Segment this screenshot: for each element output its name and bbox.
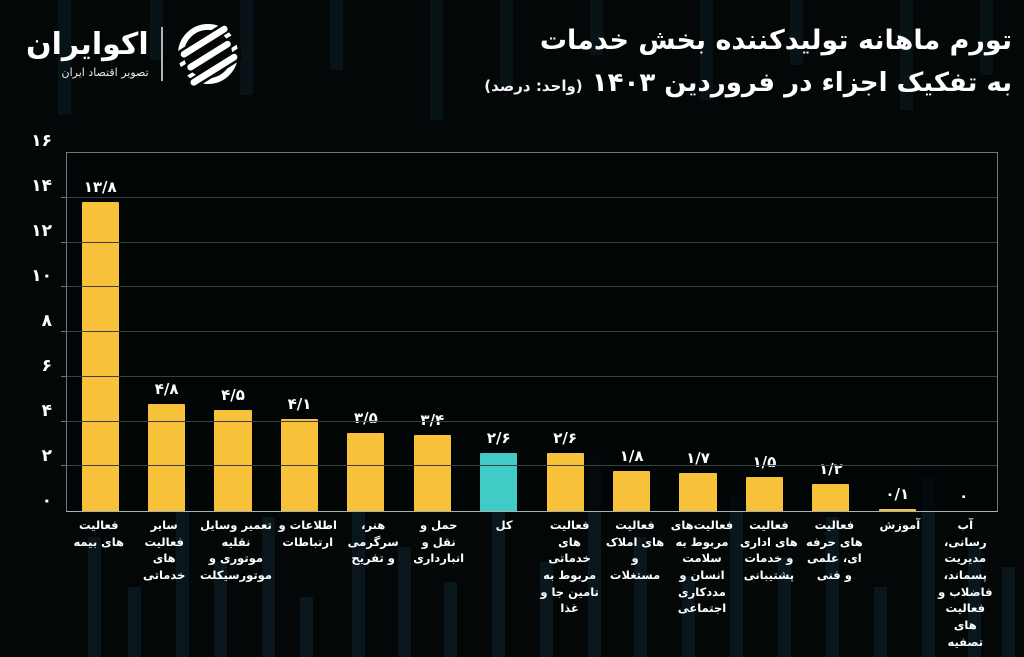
bar-value-label: ۳/۴	[420, 410, 445, 429]
category-label: فعالیت‌های مربوط به سلامت انسان و مددکار…	[670, 518, 734, 616]
gridline	[61, 196, 997, 198]
category-label: فعالیت های حرفه ای، علمی و فنی	[805, 518, 863, 583]
gridline	[61, 331, 997, 332]
category-label: آب رسانی، مدیریت پسماند، فاضلاب و فعالیت…	[938, 518, 993, 649]
bar-value-label: ۴/۱	[287, 395, 312, 414]
bars-row: ۱۳/۸ ۴/۸ ۴/۵ ۴/۱ ۳/۵ ۳/۴ ۲/۶ ۲/۶ ۱/۸ ۱/۷ ۱/۵ ۱/۲ ۰/۱…	[67, 153, 997, 511]
gridline	[61, 420, 997, 422]
gridline	[61, 465, 997, 467]
bar	[148, 403, 186, 511]
brand-divider	[160, 27, 163, 81]
bar-slot: ۰/۱	[864, 153, 930, 511]
category-label: کل	[495, 518, 513, 532]
y-tick	[61, 196, 67, 198]
bar-slot: ۲/۶	[532, 153, 598, 511]
y-tick	[61, 465, 67, 467]
brand-text: اکوایران تصویر اقتصاد ایران	[26, 29, 149, 79]
bar-value-label: ۱/۷	[686, 448, 710, 467]
plot-area: ۱۳/۸ ۴/۸ ۴/۵ ۴/۱ ۳/۵ ۳/۴ ۲/۶ ۲/۶ ۱/۸ ۱/۷ ۱/۵ ۱/۲ ۰/۱…	[61, 152, 998, 512]
bar-value-label: ۱/۵	[752, 453, 777, 472]
y-tick-label: ۲	[41, 446, 52, 466]
bar-slot: ۱۳/۸	[67, 153, 133, 511]
category-label: سایر فعالیت های خدماتی	[143, 518, 186, 583]
bar-slot: ۲/۶	[466, 153, 532, 511]
gridline	[61, 286, 997, 288]
bar-value-label: ۲/۶	[486, 428, 511, 447]
bar	[812, 484, 850, 511]
y-tick	[61, 331, 67, 332]
bar-value-label: ۰/۱	[885, 484, 910, 503]
bar-slot: ۴/۵	[200, 153, 266, 511]
y-tick	[61, 375, 67, 377]
category-label: فعالیت های خدماتی مربوط به تامین جا و غذ…	[540, 518, 599, 616]
bar-value-label: ۰	[959, 487, 969, 505]
bar-slot: ۰	[930, 153, 996, 511]
category-label: تعمیر وسایل نقلیه موتوری و موتورسیکلت	[199, 518, 272, 583]
y-tick-label: ۰	[41, 491, 52, 511]
x-axis-labels: فعالیت های بیمه سایر فعالیت های خدماتی تعم…	[66, 517, 998, 650]
gridline	[61, 241, 997, 243]
y-tick-label: ۱۰	[31, 266, 52, 286]
bar	[612, 470, 651, 511]
y-tick-label: ۴	[41, 401, 52, 421]
brand-name: اکوایران	[26, 27, 149, 63]
y-tick	[61, 286, 67, 288]
category-label: اطلاعات و ارتباطات	[278, 518, 337, 549]
brand-logo: اکوایران تصویر اقتصاد ایران	[26, 18, 241, 90]
bar	[81, 202, 119, 511]
chart-title-line2-text: به تفکیک اجزاء در فروردین ۱۴۰۳	[591, 67, 1012, 98]
chart-title: تورم ماهانه تولیدکننده بخش خدمات به تفکی…	[484, 24, 1012, 99]
bar-value-label: ۴/۸	[154, 379, 179, 398]
bar-slot: ۱/۵	[731, 153, 797, 511]
bar-value-label: ۲/۶	[553, 428, 578, 447]
y-axis: ۰ ۲ ۴ ۶ ۸ ۱۰ ۱۲ ۱۴ ۱۶	[0, 131, 58, 512]
bar	[214, 410, 252, 511]
bar-slot: ۱/۸	[598, 153, 664, 511]
bar	[480, 452, 518, 511]
bar-value-label: ۳/۵	[354, 408, 378, 427]
y-tick-label: ۶	[41, 356, 52, 376]
brand-tagline: تصویر اقتصاد ایران	[61, 65, 149, 79]
chart-title-line1: تورم ماهانه تولیدکننده بخش خدمات	[539, 25, 1012, 56]
bar-value-label: ۱۳/۸	[83, 178, 117, 197]
category-label: حمل و نقل و انبارداری	[413, 518, 465, 566]
gridline	[61, 375, 997, 377]
y-tick-label: ۱۶	[31, 131, 52, 151]
y-tick	[61, 420, 67, 422]
bar-slot: ۳/۴	[399, 153, 465, 511]
category-label: آموزش	[879, 518, 921, 532]
y-tick-label: ۱۴	[31, 176, 52, 196]
y-tick-label: ۸	[41, 311, 52, 331]
bar-slot: ۴/۸	[133, 153, 199, 511]
bar	[679, 472, 717, 511]
bar	[413, 434, 451, 511]
bar	[347, 432, 385, 511]
bar	[878, 508, 916, 511]
category-label: فعالیت های بیمه	[73, 518, 124, 549]
bar	[745, 477, 784, 511]
y-tick-label: ۱۲	[31, 221, 52, 241]
bar-slot: ۴/۱	[266, 153, 332, 511]
ecoiran-logo-icon	[174, 21, 241, 87]
bar-slot: ۱/۲	[798, 153, 864, 511]
bar-slot: ۳/۵	[333, 153, 399, 511]
category-label: فعالیت های املاک و مستغلات	[605, 518, 665, 583]
y-tick	[61, 241, 67, 243]
bar-slot: ۱/۷	[665, 153, 731, 511]
chart-title-unit: (واحد: درصد)	[484, 76, 583, 95]
category-label: هنر، سرگرمی و تفریح	[347, 518, 399, 566]
bar-value-label: ۱/۲	[818, 460, 843, 479]
bar-value-label: ۴/۵	[221, 386, 245, 405]
bar-value-label: ۱/۸	[619, 446, 644, 465]
category-label: فعالیت های اداری و خدمات پشتیبانی	[740, 518, 798, 583]
bar	[546, 452, 584, 511]
bar	[280, 419, 319, 511]
chart-title-line2: به تفکیک اجزاء در فروردین ۱۴۰۳ (واحد: در…	[484, 67, 1012, 100]
